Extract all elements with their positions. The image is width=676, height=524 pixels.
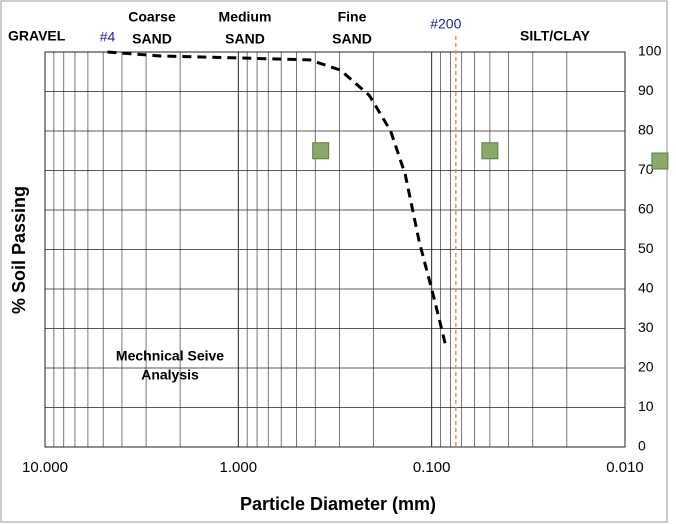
sieve-label: #4 [100, 29, 116, 45]
y-tick-label: 0 [638, 438, 646, 454]
soil-label: SAND [225, 31, 265, 47]
sieve-label: #200 [430, 16, 461, 32]
x-tick-label: 0.010 [606, 459, 644, 476]
soil-label: GRAVEL [8, 28, 66, 44]
soil-label: SILT/CLAY [520, 28, 591, 44]
annotation: Analysis [141, 367, 199, 383]
y-tick-label: 90 [638, 82, 654, 98]
soil-label: Medium [219, 9, 272, 25]
y-tick-label: 100 [638, 43, 662, 59]
y-tick-label: 40 [638, 280, 654, 296]
y-tick-label: 20 [638, 359, 654, 375]
soil-label: SAND [332, 31, 372, 47]
y-axis-label: % Soil Passing [9, 186, 29, 314]
curve [107, 50, 448, 349]
y-tick-label: 10 [638, 398, 654, 414]
soil-label: Coarse [128, 9, 176, 25]
annotation: Mechnical Seive [116, 348, 224, 364]
plot-frame [44, 51, 626, 448]
x-tick-label: 10.000 [22, 459, 68, 476]
x-tick-label: 0.100 [413, 459, 451, 476]
y-tick-label: 80 [638, 122, 654, 138]
y-tick-label: 60 [638, 201, 654, 217]
y-tick-label: 70 [638, 161, 654, 177]
soil-label: SAND [132, 31, 172, 47]
marker [481, 142, 499, 160]
y-tick-label: 30 [638, 319, 654, 335]
soil-label: Fine [338, 9, 367, 25]
x-axis-label: Particle Diameter (mm) [240, 494, 436, 514]
x-tick-label: 1.000 [220, 459, 258, 476]
marker [651, 152, 669, 170]
y-tick-label: 50 [638, 240, 654, 256]
marker [312, 142, 330, 160]
